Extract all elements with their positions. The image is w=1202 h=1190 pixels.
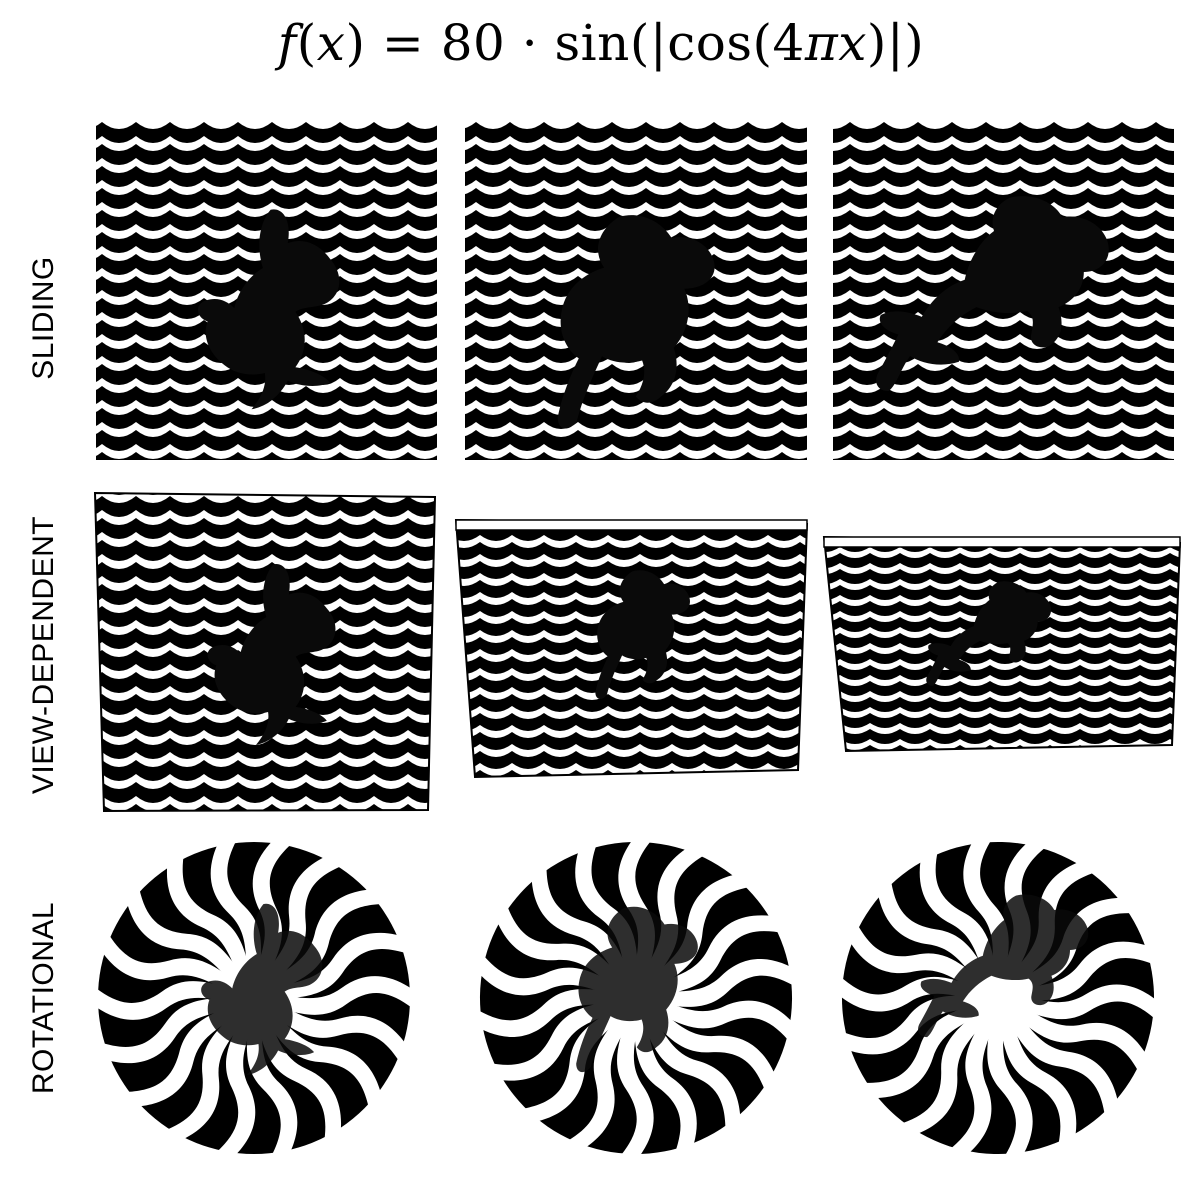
sliding-panel-2 (465, 121, 807, 460)
rotational-panel-2 (436, 799, 836, 1190)
view-dependent-panel-3 (822, 535, 1182, 753)
rotational-panel-1 (85, 830, 423, 1165)
sliding-panel-1 (96, 121, 437, 460)
view-dependent-panel-2 (454, 518, 809, 779)
sliding-panel-3 (833, 121, 1174, 460)
formula-title: f(x) = 80 · sin(|cos(4πx)|) (277, 14, 925, 72)
view-dependent-panel-1 (93, 491, 437, 813)
rotational-panel-3 (775, 776, 1202, 1190)
